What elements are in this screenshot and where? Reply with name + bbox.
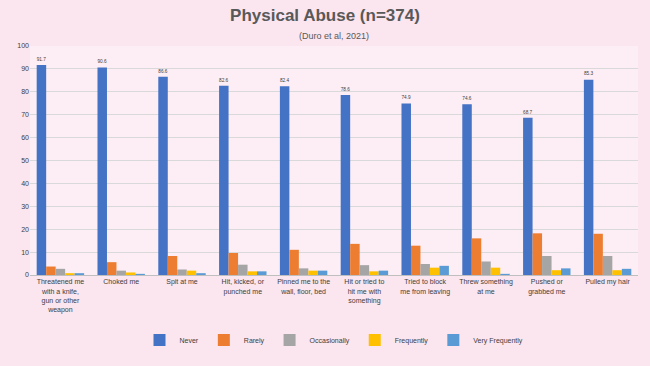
svg-text:Rarely: Rarely — [244, 337, 265, 345]
svg-text:50: 50 — [21, 157, 29, 164]
svg-text:90: 90 — [21, 65, 29, 72]
svg-text:Never: Never — [180, 337, 199, 344]
svg-text:91.7: 91.7 — [37, 57, 47, 62]
svg-text:86.6: 86.6 — [158, 69, 168, 74]
svg-text:74.9: 74.9 — [402, 95, 412, 100]
svg-text:10: 10 — [21, 249, 29, 256]
svg-text:85.3: 85.3 — [584, 71, 594, 76]
svg-text:Hit or tried tohit me withsome: Hit or tried tohit me withsomething — [344, 278, 384, 304]
svg-text:Tried to blockme from leaving: Tried to blockme from leaving — [400, 278, 450, 295]
svg-text:78.6: 78.6 — [341, 87, 351, 92]
svg-text:Pulled my hair: Pulled my hair — [585, 278, 630, 286]
svg-text:Occasionally: Occasionally — [310, 337, 350, 345]
svg-text:40: 40 — [21, 180, 29, 187]
svg-text:90.6: 90.6 — [98, 59, 108, 64]
svg-text:80: 80 — [21, 88, 29, 95]
svg-text:Choked me: Choked me — [103, 278, 139, 285]
svg-text:30: 30 — [21, 203, 29, 210]
svg-text:82.4: 82.4 — [280, 78, 290, 83]
svg-text:82.6: 82.6 — [219, 78, 229, 83]
svg-text:Pinned me to thewall, floor, b: Pinned me to thewall, floor, bed — [277, 278, 330, 294]
svg-text:Physical Abuse (n=374): Physical Abuse (n=374) — [230, 6, 420, 25]
svg-text:Hit, kicked, orpunched me: Hit, kicked, orpunched me — [222, 278, 265, 295]
svg-text:68.7: 68.7 — [523, 110, 533, 115]
svg-text:Threw somethingat me: Threw somethingat me — [459, 278, 513, 294]
svg-text:Spit at me: Spit at me — [166, 278, 198, 286]
svg-text:(Duro et al, 2021): (Duro et al, 2021) — [299, 31, 369, 41]
svg-text:100: 100 — [17, 42, 29, 49]
svg-text:Pushed orgrabbed me: Pushed orgrabbed me — [528, 278, 565, 295]
svg-text:Threatened mewith a knife,gun: Threatened mewith a knife,gun or otherwe… — [37, 278, 85, 313]
svg-text:0: 0 — [25, 271, 29, 278]
svg-text:70: 70 — [21, 111, 29, 118]
svg-text:60: 60 — [21, 134, 29, 141]
svg-text:Frequently: Frequently — [395, 337, 429, 345]
svg-text:20: 20 — [21, 226, 29, 233]
svg-text:Very Frequently: Very Frequently — [473, 337, 523, 345]
svg-text:74.6: 74.6 — [462, 96, 472, 101]
